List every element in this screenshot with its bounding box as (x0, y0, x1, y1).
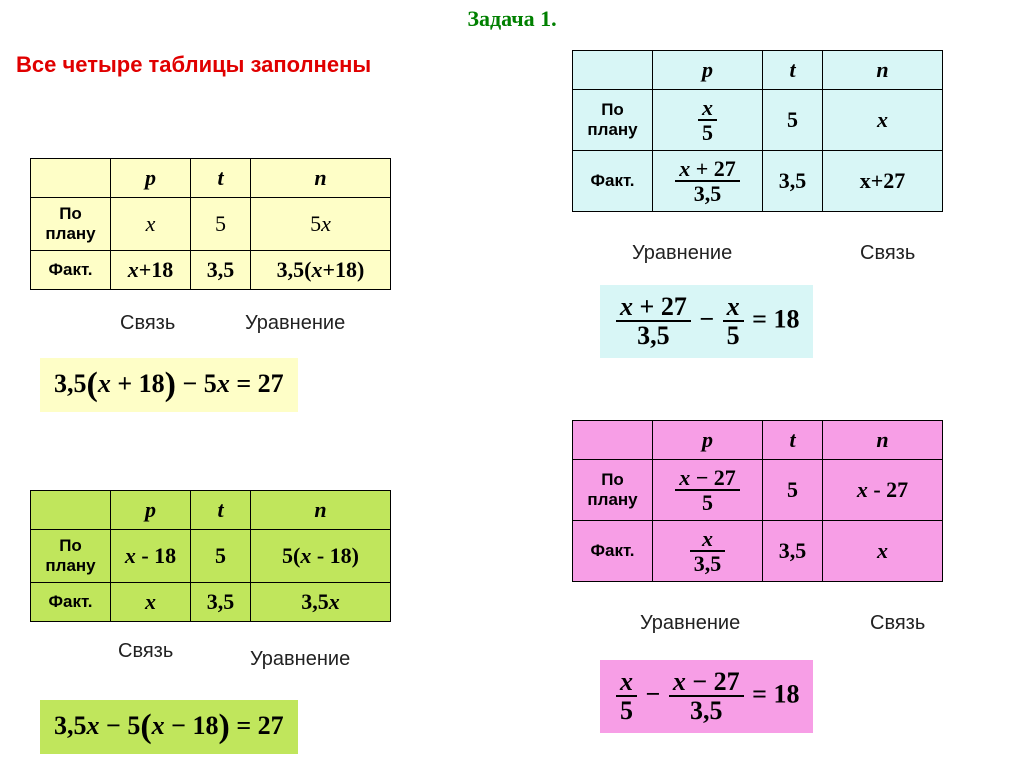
equation-pink: x5 − x − 273,5 = 18 (600, 660, 813, 733)
cell: x (111, 198, 191, 251)
table-pink: p t n По плану x − 275 5 x - 27 Факт. x3… (572, 420, 943, 582)
cell: 3,5 (763, 521, 823, 582)
cell: 5 (763, 90, 823, 151)
label-equation: Уравнение (245, 312, 345, 335)
row-plan: По плану (31, 530, 111, 583)
corner-cell (573, 51, 653, 90)
col-t: t (191, 491, 251, 530)
cell: x3,5 (653, 521, 763, 582)
col-n: n (251, 159, 391, 198)
row-fact: Факт. (31, 583, 111, 622)
page-title: Задача 1. (0, 6, 1024, 32)
label-link: Связь (118, 640, 173, 663)
col-p: p (111, 159, 191, 198)
cell: x+27 (823, 151, 943, 212)
corner-cell (31, 159, 111, 198)
cell: 5(x - 18) (251, 530, 391, 583)
equation-cyan: x + 273,5 − x5 = 18 (600, 285, 813, 358)
cell: x + 273,5 (653, 151, 763, 212)
row-fact: Факт. (573, 151, 653, 212)
col-n: n (823, 421, 943, 460)
label-equation: Уравнение (250, 648, 350, 671)
table-green: p t n По плану x - 18 5 5(x - 18) Факт. … (30, 490, 391, 622)
label-link: Связь (870, 612, 925, 635)
cell: 5 (191, 530, 251, 583)
cell: x (823, 90, 943, 151)
row-plan: По плану (573, 90, 653, 151)
page-subtitle: Все четыре таблицы заполнены (16, 52, 371, 78)
col-p: p (111, 491, 191, 530)
label-equation: Уравнение (632, 242, 732, 265)
cell: 3,5x (251, 583, 391, 622)
equation-green: 3,5x − 5(x − 18) = 27 (40, 700, 298, 754)
row-fact: Факт. (31, 251, 111, 290)
row-fact: Факт. (573, 521, 653, 582)
col-t: t (763, 421, 823, 460)
col-p: p (653, 51, 763, 90)
corner-cell (31, 491, 111, 530)
col-p: p (653, 421, 763, 460)
cell: x5 (653, 90, 763, 151)
cell: 5 (191, 198, 251, 251)
label-link: Связь (120, 312, 175, 335)
cell: 3,5(x+18) (251, 251, 391, 290)
col-t: t (191, 159, 251, 198)
cell: x − 275 (653, 460, 763, 521)
col-n: n (823, 51, 943, 90)
cell: 3,5 (763, 151, 823, 212)
label-link: Связь (860, 242, 915, 265)
cell: 5 (763, 460, 823, 521)
corner-cell (573, 421, 653, 460)
cell: 5x (251, 198, 391, 251)
cell: x - 27 (823, 460, 943, 521)
cell: 3,5 (191, 251, 251, 290)
cell: x+18 (111, 251, 191, 290)
table-cyan: p t n По плану x5 5 x Факт. x + 273,5 3,… (572, 50, 943, 212)
cell: x (111, 583, 191, 622)
label-equation: Уравнение (640, 612, 740, 635)
cell: x - 18 (111, 530, 191, 583)
cell: x (823, 521, 943, 582)
row-plan: По плану (31, 198, 111, 251)
table-yellow: p t n По плану x 5 5x Факт. x+18 3,5 3,5… (30, 158, 391, 290)
col-n: n (251, 491, 391, 530)
col-t: t (763, 51, 823, 90)
equation-yellow: 3,5(x + 18) − 5x = 27 (40, 358, 298, 412)
row-plan: По плану (573, 460, 653, 521)
cell: 3,5 (191, 583, 251, 622)
